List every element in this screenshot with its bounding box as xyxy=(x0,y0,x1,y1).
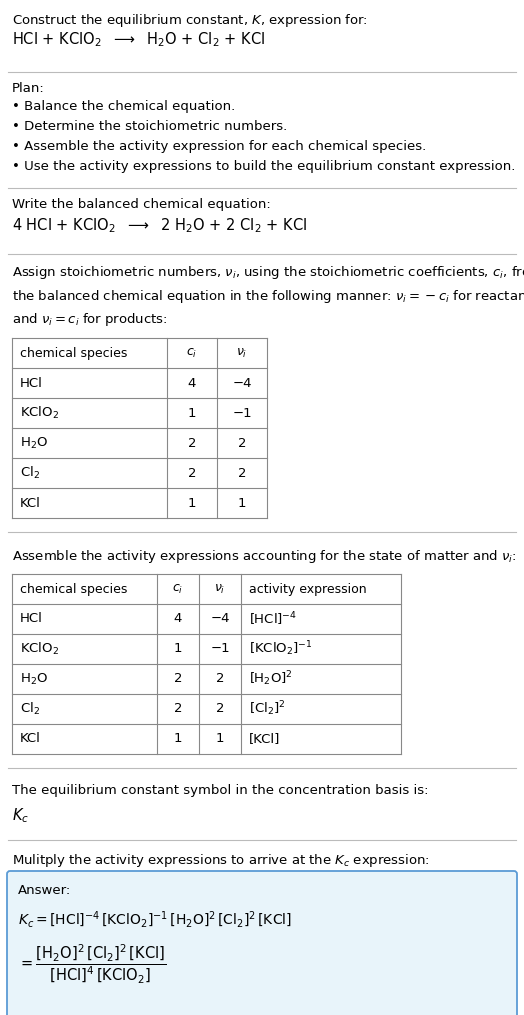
Text: 1: 1 xyxy=(174,733,182,745)
Text: H$_2$O: H$_2$O xyxy=(20,435,48,451)
FancyBboxPatch shape xyxy=(7,871,517,1015)
Text: Write the balanced chemical equation:: Write the balanced chemical equation: xyxy=(12,198,271,211)
Text: Mulitply the activity expressions to arrive at the $K_c$ expression:: Mulitply the activity expressions to arr… xyxy=(12,852,430,869)
Text: [H$_2$O]$^2$: [H$_2$O]$^2$ xyxy=(249,670,293,688)
Text: Answer:: Answer: xyxy=(18,884,71,897)
Text: 2: 2 xyxy=(216,702,224,716)
Text: HCl + KClO$_2$  $\longrightarrow$  H$_2$O + Cl$_2$ + KCl: HCl + KClO$_2$ $\longrightarrow$ H$_2$O … xyxy=(12,30,265,49)
Text: 2: 2 xyxy=(188,436,196,450)
Text: KCl: KCl xyxy=(20,496,41,510)
Text: 2: 2 xyxy=(238,467,246,479)
Text: KClO$_2$: KClO$_2$ xyxy=(20,640,59,657)
Text: • Use the activity expressions to build the equilibrium constant expression.: • Use the activity expressions to build … xyxy=(12,160,516,173)
Text: • Balance the chemical equation.: • Balance the chemical equation. xyxy=(12,100,235,113)
Text: $c_i$: $c_i$ xyxy=(187,346,198,359)
Text: Cl$_2$: Cl$_2$ xyxy=(20,465,40,481)
Text: Assign stoichiometric numbers, $\nu_i$, using the stoichiometric coefficients, $: Assign stoichiometric numbers, $\nu_i$, … xyxy=(12,264,524,328)
Text: $\nu_i$: $\nu_i$ xyxy=(214,583,226,596)
Text: Plan:: Plan: xyxy=(12,82,45,95)
Text: $\nu_i$: $\nu_i$ xyxy=(236,346,248,359)
Text: 4: 4 xyxy=(188,377,196,390)
Text: H$_2$O: H$_2$O xyxy=(20,672,48,686)
Text: $c_i$: $c_i$ xyxy=(172,583,183,596)
Text: HCl: HCl xyxy=(20,612,43,625)
Text: 1: 1 xyxy=(238,496,246,510)
Text: HCl: HCl xyxy=(20,377,43,390)
Text: 2: 2 xyxy=(238,436,246,450)
Text: $= \dfrac{[\mathrm{H_2O}]^2\,[\mathrm{Cl_2}]^2\,[\mathrm{KCl}]}{[\mathrm{HCl}]^4: $= \dfrac{[\mathrm{H_2O}]^2\,[\mathrm{Cl… xyxy=(18,942,166,986)
Text: [KClO$_2$]$^{-1}$: [KClO$_2$]$^{-1}$ xyxy=(249,639,313,659)
Text: 2: 2 xyxy=(216,673,224,685)
Text: 1: 1 xyxy=(188,496,196,510)
Text: −1: −1 xyxy=(232,406,252,419)
Text: KClO$_2$: KClO$_2$ xyxy=(20,405,59,421)
Text: • Determine the stoichiometric numbers.: • Determine the stoichiometric numbers. xyxy=(12,120,287,133)
Text: chemical species: chemical species xyxy=(20,346,127,359)
Text: [HCl]$^{-4}$: [HCl]$^{-4}$ xyxy=(249,610,297,627)
Text: 1: 1 xyxy=(174,642,182,656)
Text: 2: 2 xyxy=(188,467,196,479)
Text: $K_c = \mathrm{[HCl]}^{-4}\,\mathrm{[KClO_2]}^{-1}\,\mathrm{[H_2O]}^2\,\mathrm{[: $K_c = \mathrm{[HCl]}^{-4}\,\mathrm{[KCl… xyxy=(18,909,292,930)
Text: 2: 2 xyxy=(174,673,182,685)
Text: $K_c$: $K_c$ xyxy=(12,806,29,825)
Text: • Assemble the activity expression for each chemical species.: • Assemble the activity expression for e… xyxy=(12,140,426,153)
Text: Cl$_2$: Cl$_2$ xyxy=(20,701,40,717)
Text: −4: −4 xyxy=(232,377,252,390)
Text: 4 HCl + KClO$_2$  $\longrightarrow$  2 H$_2$O + 2 Cl$_2$ + KCl: 4 HCl + KClO$_2$ $\longrightarrow$ 2 H$_… xyxy=(12,216,307,234)
Text: chemical species: chemical species xyxy=(20,583,127,596)
Text: KCl: KCl xyxy=(20,733,41,745)
Text: 2: 2 xyxy=(174,702,182,716)
Text: −1: −1 xyxy=(210,642,230,656)
Text: 1: 1 xyxy=(216,733,224,745)
Text: Assemble the activity expressions accounting for the state of matter and $\nu_i$: Assemble the activity expressions accoun… xyxy=(12,548,517,565)
Text: activity expression: activity expression xyxy=(249,583,367,596)
Text: [Cl$_2$]$^2$: [Cl$_2$]$^2$ xyxy=(249,699,286,719)
Text: [KCl]: [KCl] xyxy=(249,733,280,745)
Text: 1: 1 xyxy=(188,406,196,419)
Text: −4: −4 xyxy=(210,612,230,625)
Text: 4: 4 xyxy=(174,612,182,625)
Text: Construct the equilibrium constant, $K$, expression for:: Construct the equilibrium constant, $K$,… xyxy=(12,12,368,29)
Text: The equilibrium constant symbol in the concentration basis is:: The equilibrium constant symbol in the c… xyxy=(12,784,429,797)
